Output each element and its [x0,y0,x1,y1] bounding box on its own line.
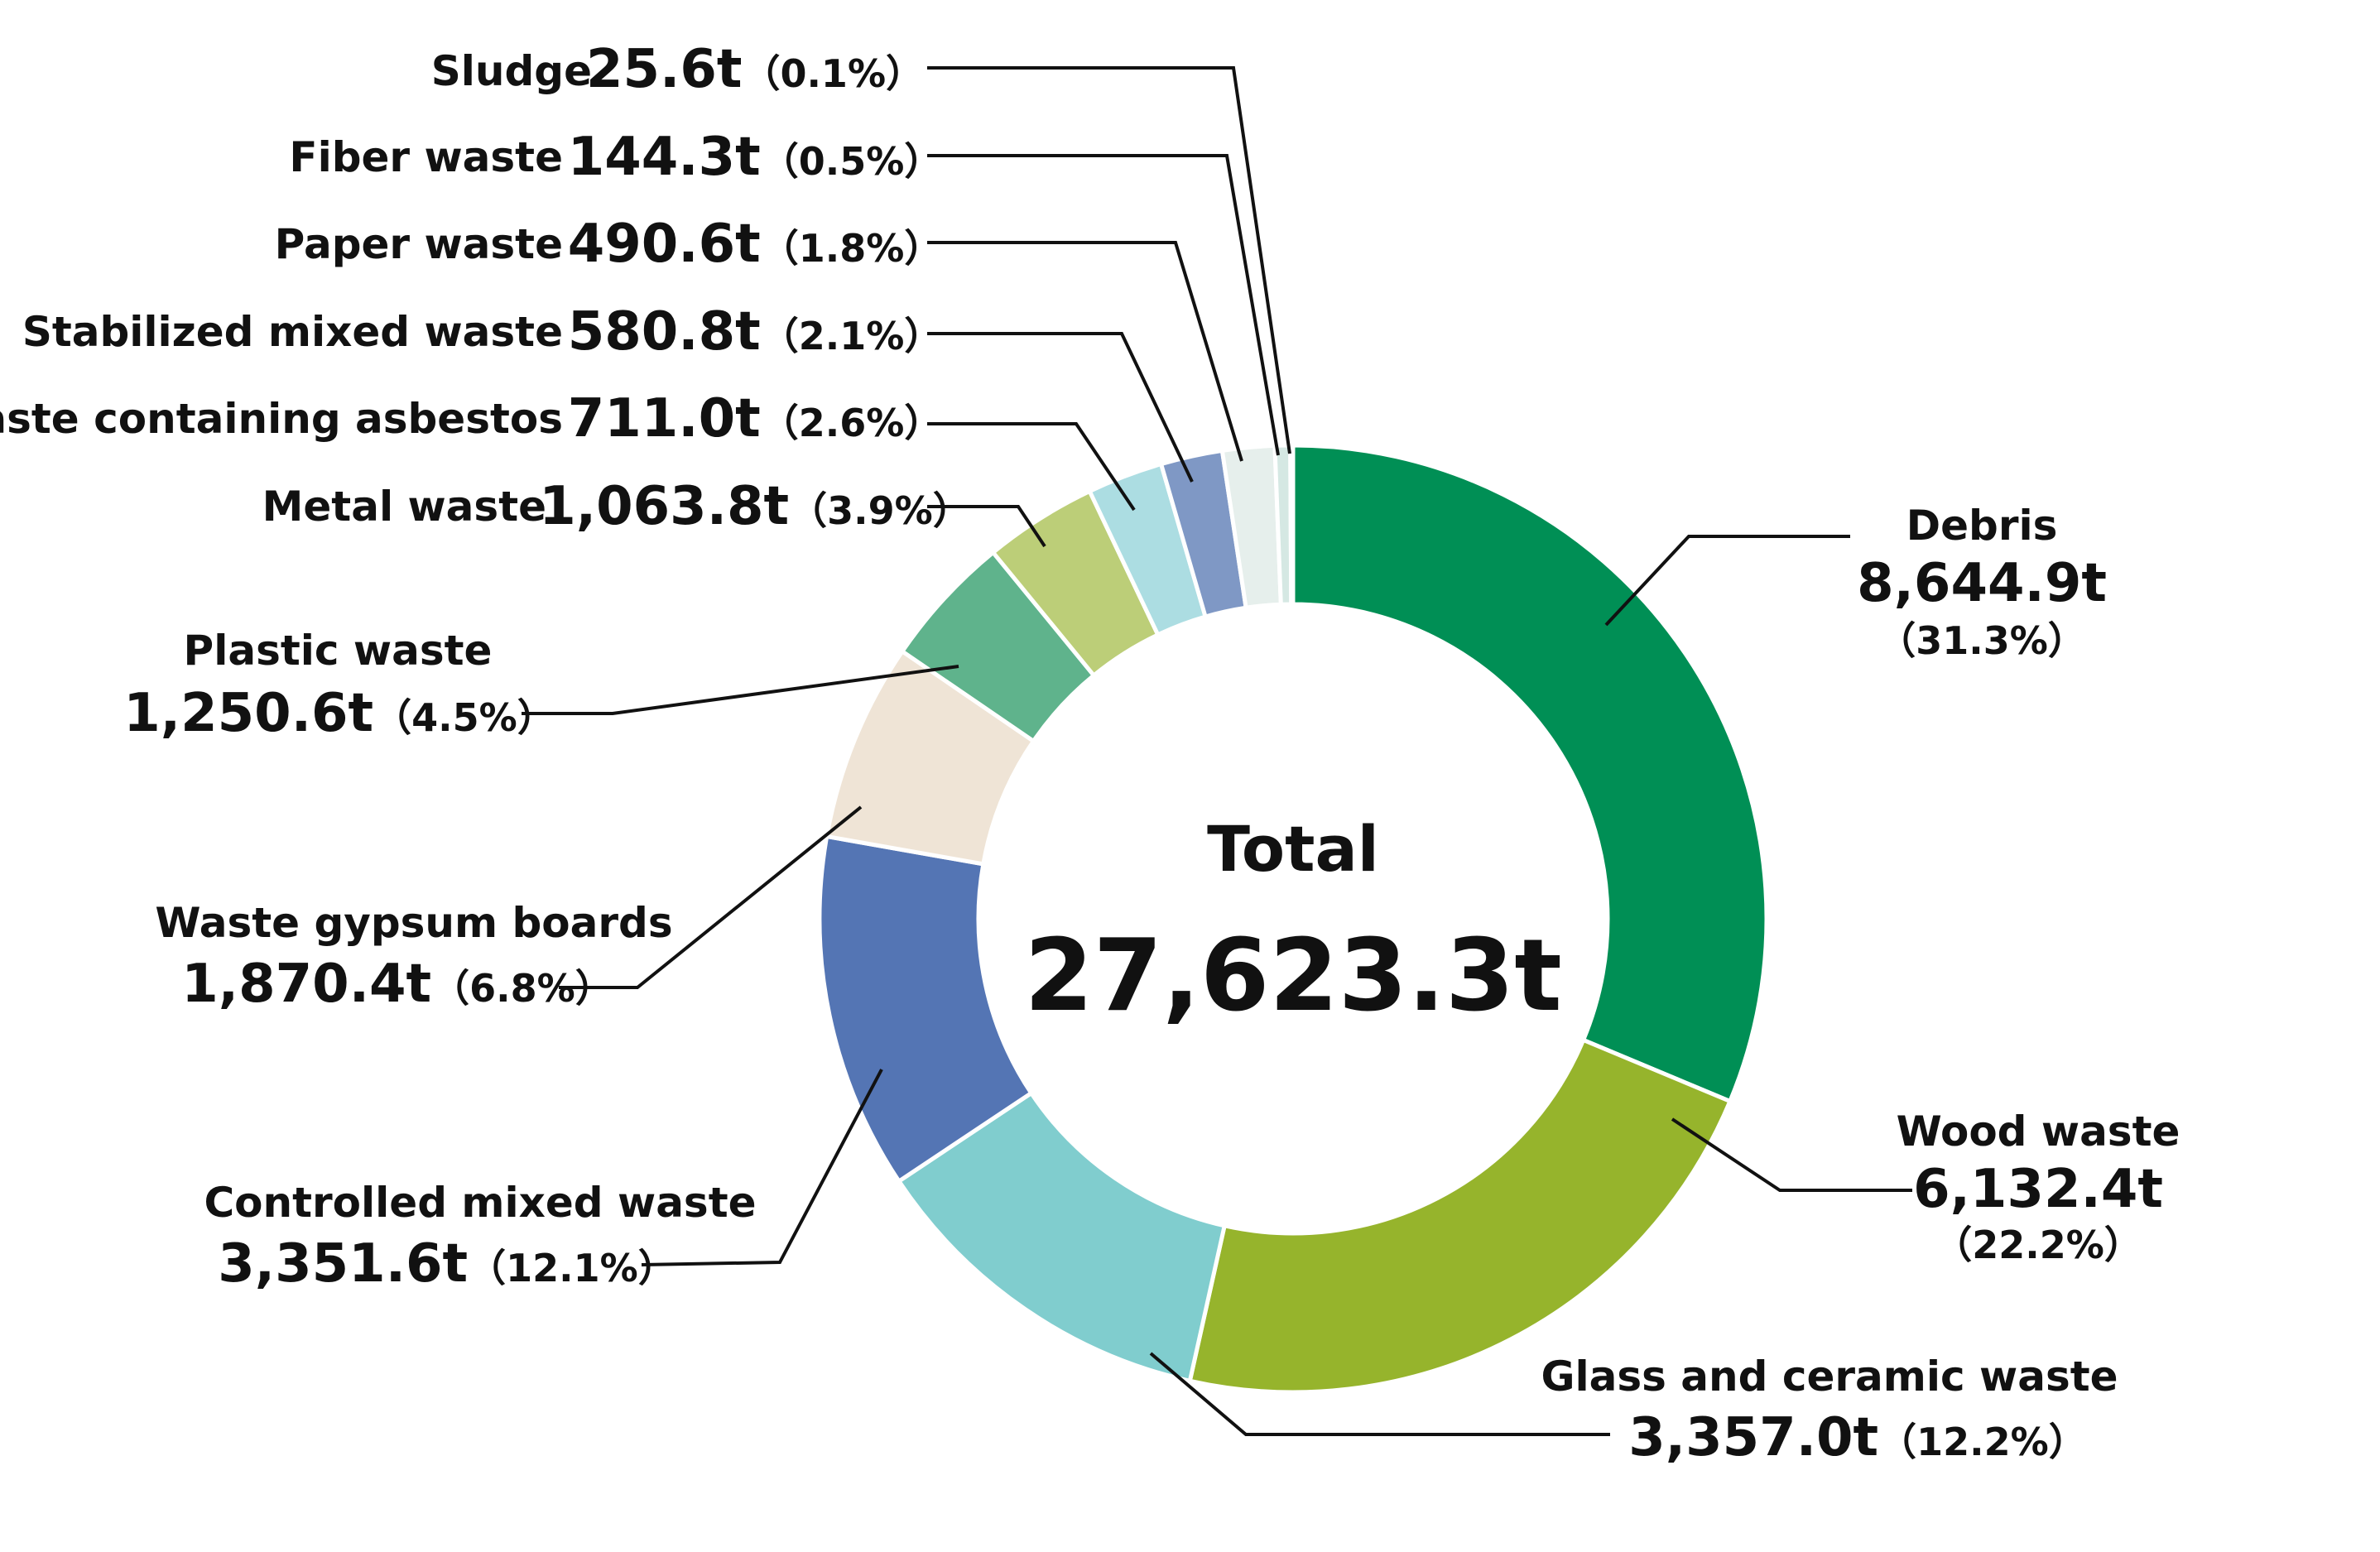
donut-slices [817,443,1769,1395]
percent-label: （2.1%） [761,314,943,358]
slice-debris [1291,443,1769,1104]
value-label: 3,357.0t [1628,1407,1878,1468]
percent-label: （2.6%） [761,401,943,445]
leader-line-stabilized-mixed-waste [927,332,1194,483]
label-name-sludge: Sludge [431,47,592,95]
label-value-sludge: 25.6t（0.1%） [586,39,924,100]
percent-label: （0.5%） [761,139,943,184]
label-value-fiber-waste: 144.3t（0.5%） [568,127,943,188]
label-percent-wood-waste: （22.2%） [1934,1223,2142,1267]
value-label: 3,351.6t [218,1233,468,1295]
value-label: 1,870.4t [181,954,431,1015]
label-value-paper-waste: 490.6t（1.8%） [568,214,943,275]
leader-lines [522,66,1912,1436]
center-title: Total [1207,812,1379,886]
value-label: 144.3t [568,127,761,188]
percent-label: （12.1%） [468,1246,676,1290]
leader-line-metal-waste [927,505,1046,548]
value-label: 1,063.8t [539,476,789,537]
value-label: 711.0t [568,388,761,449]
value-label: 25.6t [586,39,743,100]
label-value-glass-and-ceramic-waste: 3,357.0t（12.2%） [1628,1407,2086,1468]
leader-line-paper-waste [927,241,1243,462]
label-value-debris: 8,644.9t [1857,553,2107,614]
slice-sludge [1288,443,1296,607]
label-name-metal-waste: Metal waste [262,483,546,531]
percent-label: （3.9%） [789,488,971,533]
label-name-controlled-mixed-waste: Controlled mixed waste [204,1179,756,1227]
leader-line-fiber-waste [927,154,1280,456]
label-value-waste-gypsum-boards: 1,870.4t（6.8%） [181,954,613,1015]
leader-line-glass-and-ceramic-waste [1149,1352,1610,1436]
label-name-paper-waste: Paper waste [275,220,563,268]
slice-wood-waste [1187,1037,1733,1395]
leader-line-waste-gypsum-boards [559,805,863,989]
label-name-glass-and-ceramic-waste: Glass and ceramic waste [1541,1353,2118,1401]
percent-label: （6.8%） [431,966,613,1011]
leader-line-debris [1604,535,1850,627]
leader-line-waste-containing-asbestos [927,422,1136,512]
percent-label: （12.2%） [1878,1420,2087,1464]
percent-label: （0.1%） [742,51,924,96]
percent-label: （4.5%） [373,695,555,740]
percent-label: （1.8%） [761,226,943,271]
center-total: 27,623.3t [1024,919,1562,1034]
value-label: 580.8t [568,301,761,363]
label-name-waste-containing-asbestos: Waste containing asbestos [0,395,563,443]
label-value-stabilized-mixed-waste: 580.8t（2.1%） [568,301,943,363]
value-label: 490.6t [568,214,761,275]
label-value-wood-waste: 6,132.4t [1913,1159,2163,1220]
label-name-stabilized-mixed-waste: Stabilized mixed waste [22,308,563,356]
leader-line-wood-waste [1671,1117,1912,1192]
label-value-controlled-mixed-waste: 3,351.6t（12.1%） [218,1233,676,1295]
leader-line-controlled-mixed-waste [641,1069,883,1266]
label-percent-debris: （31.3%） [1878,618,2086,663]
label-name-fiber-waste: Fiber waste [289,133,563,181]
label-name-debris: Debris [1906,502,2058,550]
label-value-waste-containing-asbestos: 711.0t（2.6%） [568,388,943,449]
label-name-wood-waste: Wood waste [1897,1108,2180,1156]
label-value-metal-waste: 1,063.8t（3.9%） [539,476,970,537]
label-name-plastic-waste: Plastic waste [184,627,493,675]
label-name-waste-gypsum-boards: Waste gypsum boards [155,899,672,947]
value-label: 1,250.6t [123,683,373,744]
leader-line-plastic-waste [522,665,959,715]
leader-line-sludge [927,66,1291,454]
label-value-plastic-waste: 1,250.6t（4.5%） [123,683,555,744]
